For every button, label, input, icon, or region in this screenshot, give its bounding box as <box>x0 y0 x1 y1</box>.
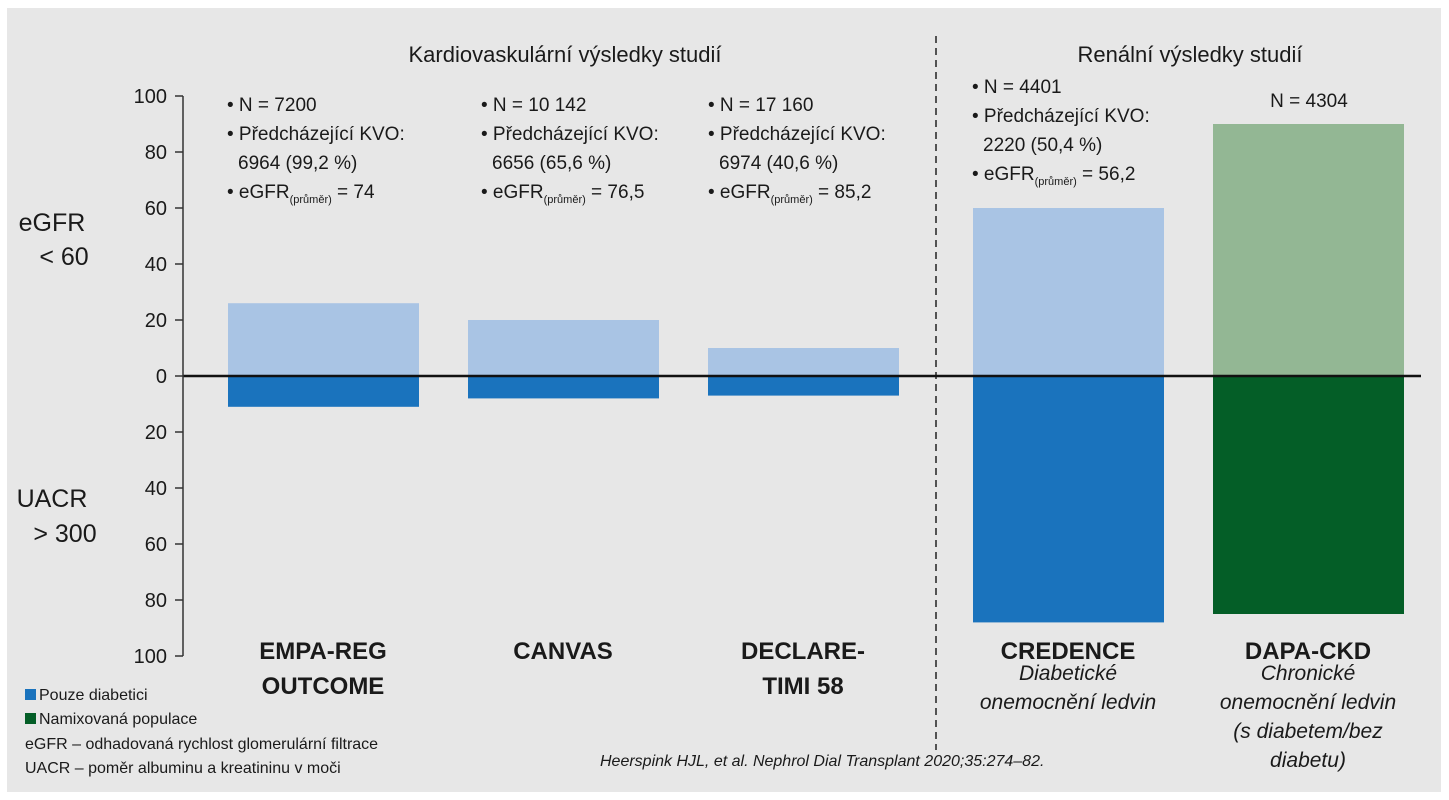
study-info-egfr: • eGFR(průměr) = 76,5 <box>481 182 644 206</box>
y-tick-label: 20 <box>145 310 167 332</box>
chart-canvas: Kardiovaskulární výsledky studií Renální… <box>17 36 1421 777</box>
bar-uacr-1 <box>228 376 419 407</box>
y-tick-label: 80 <box>145 590 167 612</box>
study-info-line: • Předcházející KVO: <box>481 124 659 145</box>
study-info-line: • Předcházející KVO: <box>227 124 405 145</box>
legend-mixed: Namixovaná populace <box>39 711 197 728</box>
legend-uacr-definition: UACR – poměr albuminu a kreatininu v moč… <box>25 760 341 777</box>
bar-egfr-3 <box>708 348 899 376</box>
study-info-n: N = 4304 <box>1270 91 1348 112</box>
study-info-line: • N = 10 142 <box>481 95 586 116</box>
bar-egfr-5 <box>1213 124 1404 376</box>
study-description: diabetu) <box>1270 749 1346 772</box>
y-tick-label: 40 <box>145 254 167 276</box>
study-description: Diabetické <box>1019 662 1117 685</box>
study-info-line: • Předcházející KVO: <box>708 124 886 145</box>
y-tick-label: 60 <box>145 534 167 556</box>
study-name: CREDENCE <box>1001 638 1136 665</box>
source-citation: Heerspink HJL, et al. Nephrol Dial Trans… <box>600 753 1044 770</box>
uacr-side-threshold: > 300 <box>33 520 96 548</box>
bar-uacr-5 <box>1213 376 1404 614</box>
study-name: CANVAS <box>513 638 613 665</box>
y-tick-label: 40 <box>145 478 167 500</box>
legend-diabetic: Pouze diabetici <box>39 687 148 704</box>
y-tick-label: 20 <box>145 422 167 444</box>
study-description: onemocnění ledvin <box>980 691 1156 714</box>
study-info-line: 6974 (40,6 %) <box>719 153 838 174</box>
y-tick-label: 100 <box>134 86 167 108</box>
y-tick-label: 80 <box>145 142 167 164</box>
study-info-line: • N = 17 160 <box>708 95 813 116</box>
bar-egfr-2 <box>468 320 659 376</box>
study-name: DAPA-CKD <box>1245 638 1371 665</box>
egfr-side-threshold: < 60 <box>39 243 88 271</box>
study-description: Chronické <box>1261 662 1356 685</box>
study-name: DECLARE- <box>741 638 865 665</box>
y-tick-label: 60 <box>145 198 167 220</box>
study-info-line: 2220 (50,4 %) <box>983 135 1102 156</box>
study-name-line2: OUTCOME <box>262 673 385 700</box>
bar-uacr-4 <box>973 376 1164 623</box>
study-info-group: • N = 7200 • Předcházející KVO: 6964 (99,2… <box>227 77 1348 206</box>
legend-swatch-diabetic <box>25 689 36 700</box>
bar-egfr-1 <box>228 303 419 376</box>
study-name: EMPA-REG <box>259 638 387 665</box>
legend-swatch-mixed <box>25 713 36 724</box>
bar-egfr-4 <box>973 208 1164 376</box>
bars-group <box>228 124 1404 623</box>
bar-uacr-2 <box>468 376 659 399</box>
study-info-line: • N = 7200 <box>227 95 317 116</box>
study-info-egfr: • eGFR(průměr) = 85,2 <box>708 182 871 206</box>
uacr-side-label: UACR <box>17 485 88 513</box>
cardio-title: Kardiovaskulární výsledky studií <box>408 42 721 67</box>
study-info-egfr: • eGFR(průměr) = 56,2 <box>972 164 1135 188</box>
study-names-group: EMPA-REG OUTCOME CANVAS DECLARE- TIMI 58 CRED… <box>259 638 1396 772</box>
study-info-line: 6656 (65,6 %) <box>492 153 611 174</box>
study-info-line: • N = 4401 <box>972 77 1062 98</box>
study-info-line: • Předcházející KVO: <box>972 106 1150 127</box>
legend-egfr-definition: eGFR – odhadovaná rychlost glomerulární … <box>25 736 378 753</box>
y-axis: 100 80 60 40 20 0 20 40 60 80 100 <box>134 86 183 668</box>
y-tick-label: 100 <box>134 646 167 668</box>
renal-title: Renální výsledky studií <box>1078 42 1303 67</box>
bar-uacr-3 <box>708 376 899 396</box>
study-info-line: 6964 (99,2 %) <box>238 153 357 174</box>
egfr-side-label: eGFR <box>19 209 86 237</box>
study-info-egfr: • eGFR(průměr) = 74 <box>227 182 375 206</box>
study-description: onemocnění ledvin <box>1220 691 1396 714</box>
y-tick-label: 0 <box>156 366 167 388</box>
study-description: (s diabetem/bez <box>1233 720 1383 743</box>
chart-figure: Kardiovaskulární výsledky studií Renální… <box>7 8 1441 792</box>
study-name-line2: TIMI 58 <box>762 673 843 700</box>
